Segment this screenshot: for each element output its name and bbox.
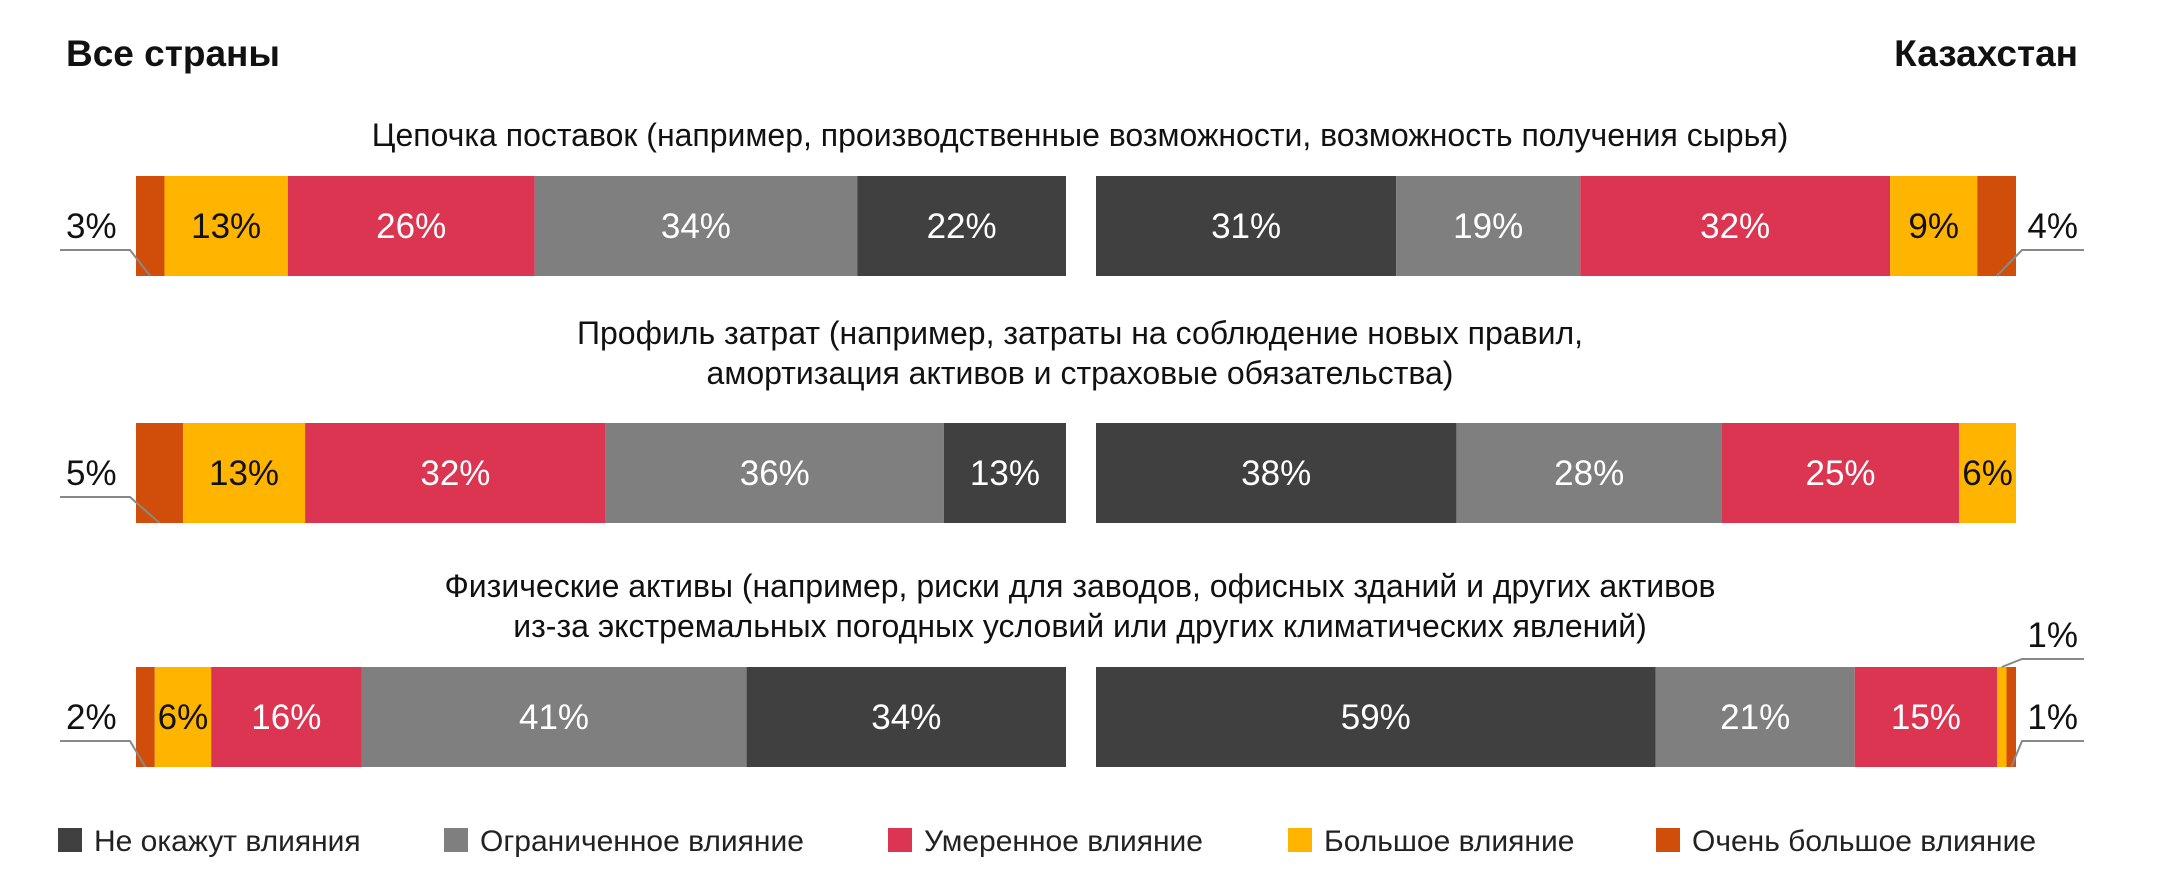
leader-line — [1995, 249, 2084, 277]
legend-label: Большое влияние — [1324, 825, 1574, 858]
bar-value-label: 4% — [2027, 207, 2078, 246]
leader-line — [60, 496, 161, 524]
bar-value-label: 41% — [519, 698, 589, 737]
section-title-line: амортизация активов и страховые обязател… — [707, 355, 1454, 391]
legend-swatch — [1288, 828, 1312, 852]
section-title-line: Профиль затрат (например, затраты на соб… — [577, 315, 1583, 351]
legend-label: Не окажут влияния — [94, 825, 361, 858]
bar-segment — [1456, 423, 1722, 523]
bar-segment — [1396, 176, 1581, 276]
legend-item: Умеренное влияние — [888, 825, 1203, 858]
bar-segment — [1096, 423, 1457, 523]
bar-segment — [1997, 667, 2007, 767]
bar-segment — [182, 423, 306, 523]
bar-segment — [1977, 176, 2016, 276]
bar-segment — [1580, 176, 1891, 276]
legend-swatch — [888, 828, 912, 852]
bar-segment — [1096, 667, 1656, 767]
bar-segment — [361, 667, 747, 767]
legend-label: Ограниченное влияние — [480, 825, 804, 858]
bar-value-label: 22% — [927, 207, 997, 246]
legend-swatch — [58, 828, 82, 852]
chart-section: Профиль затрат (например, затраты на соб… — [60, 315, 2016, 524]
legend-item: Очень большое влияние — [1656, 825, 2036, 858]
bar-value-label: 16% — [251, 698, 321, 737]
bar-value-label: 9% — [1908, 207, 1959, 246]
bar-segment — [534, 176, 858, 276]
bar-value-label: 59% — [1341, 698, 1411, 737]
bar-value-label: 1% — [2027, 616, 2078, 655]
bar-value-label: 32% — [1700, 207, 1770, 246]
leader-line — [2010, 740, 2084, 768]
leader-line — [2001, 658, 2084, 668]
bar-value-label: 6% — [158, 698, 209, 737]
bar-value-label: 34% — [661, 207, 731, 246]
bar-segment — [211, 667, 362, 767]
bar-value-label: 31% — [1211, 207, 1281, 246]
chart-section: Цепочка поставок (например, производстве… — [60, 117, 2084, 277]
header-kazakhstan: Казахстан — [1894, 33, 2078, 74]
section-title-line: Цепочка поставок (например, производстве… — [372, 117, 1788, 153]
bar-value-label: 21% — [1720, 698, 1790, 737]
header-all-countries: Все страны — [66, 33, 280, 74]
bar-value-label: 3% — [66, 207, 117, 246]
bar-segment — [605, 423, 944, 523]
legend-label: Очень большое влияние — [1692, 825, 2036, 858]
leader-line — [60, 249, 152, 277]
bar-value-label: 36% — [740, 454, 810, 493]
bar-value-label: 38% — [1241, 454, 1311, 493]
bar-segment — [136, 176, 165, 276]
bar-value-label: 13% — [970, 454, 1040, 493]
bar-segment — [1655, 667, 1855, 767]
bar-value-label: 26% — [376, 207, 446, 246]
bar-value-label: 5% — [66, 454, 117, 493]
bar-segment — [287, 176, 535, 276]
bar-segment — [1096, 176, 1397, 276]
bar-segment — [943, 423, 1066, 523]
bar-segment — [2006, 667, 2016, 767]
bar-value-label: 13% — [191, 207, 261, 246]
bar-segment — [1854, 667, 1998, 767]
legend-swatch — [444, 828, 468, 852]
bar-segment — [136, 423, 183, 523]
bar-segment — [1721, 423, 1960, 523]
bar-value-label: 19% — [1453, 207, 1523, 246]
bar-segment — [746, 667, 1066, 767]
bar-segment — [136, 667, 155, 767]
bar-segment — [154, 667, 212, 767]
bar-value-label: 6% — [1962, 454, 2013, 493]
bar-value-label: 2% — [66, 698, 117, 737]
legend-item: Большое влияние — [1288, 825, 1574, 858]
legend-item: Не окажут влияния — [58, 825, 361, 858]
bar-segment — [857, 176, 1066, 276]
bar-segment — [305, 423, 606, 523]
chart-section: Физические активы (например, риски для з… — [60, 568, 2084, 768]
bar-value-label: 15% — [1891, 698, 1961, 737]
legend-label: Умеренное влияние — [924, 825, 1203, 858]
bar-value-label: 13% — [209, 454, 279, 493]
section-title-line: Физические активы (например, риски для з… — [444, 568, 1715, 604]
section-title-line: из-за экстремальных погодных условий или… — [513, 608, 1647, 644]
legend-item: Ограниченное влияние — [444, 825, 804, 858]
bar-value-label: 28% — [1554, 454, 1624, 493]
bar-value-label: 32% — [420, 454, 490, 493]
legend-swatch — [1656, 828, 1680, 852]
bar-value-label: 25% — [1806, 454, 1876, 493]
chart-sections: Цепочка поставок (например, производстве… — [60, 117, 2084, 768]
leader-line — [60, 740, 147, 768]
bar-value-label: 1% — [2027, 698, 2078, 737]
bar-value-label: 34% — [871, 698, 941, 737]
bar-segment — [1959, 423, 2016, 523]
legend: Не окажут влияния Ограниченное влияние Уме… — [58, 825, 2036, 858]
bar-segment — [1890, 176, 1978, 276]
bar-segment — [164, 176, 288, 276]
